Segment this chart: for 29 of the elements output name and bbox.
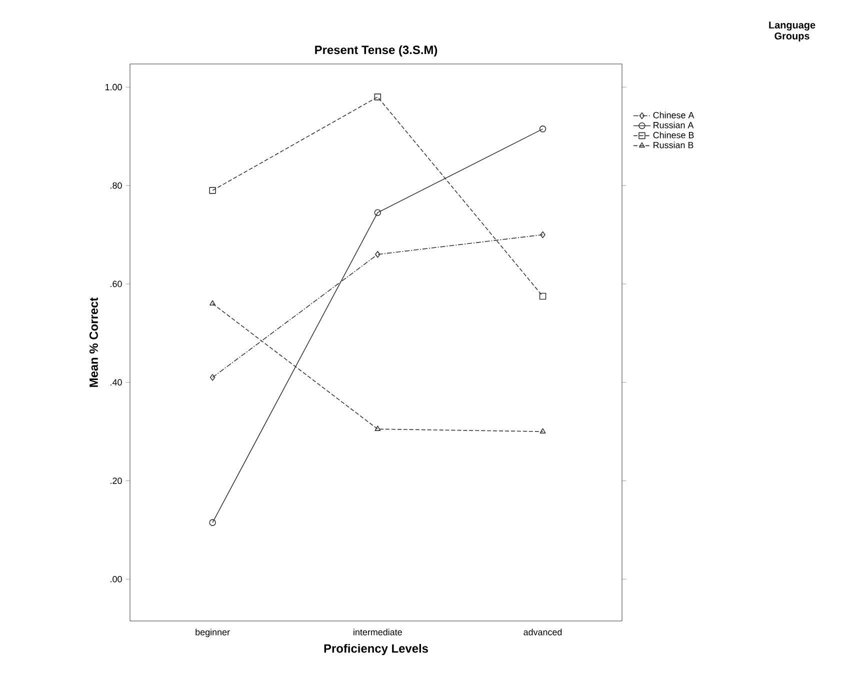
legend-label: Chinese A xyxy=(653,112,694,118)
legend-label: Chinese B xyxy=(653,132,694,138)
point xyxy=(540,428,546,434)
point xyxy=(374,426,381,431)
point xyxy=(374,94,382,100)
y-tick-label: .00 xyxy=(110,576,122,582)
legend-label: Russian A xyxy=(654,122,694,128)
x-axis-title: Proficiency Levels xyxy=(324,644,428,656)
x-tick-label: intermediate xyxy=(354,628,402,636)
point xyxy=(210,300,216,306)
legend-title: Language Groups xyxy=(769,22,816,42)
point xyxy=(375,251,380,258)
y-axis-title: Mean % Correct xyxy=(89,297,98,387)
point xyxy=(209,519,216,526)
point xyxy=(539,292,546,300)
x-tick-label: advanced xyxy=(524,628,562,636)
point xyxy=(209,187,216,194)
point xyxy=(210,374,216,381)
point xyxy=(539,126,546,132)
x-tick-label: beginner xyxy=(196,628,230,638)
y-tick-label: 1.00 xyxy=(105,84,122,90)
point xyxy=(374,209,382,216)
point xyxy=(540,231,546,238)
y-tick-label: .80 xyxy=(110,182,122,189)
chart-title: Present Tense (3.S.M) xyxy=(315,45,438,56)
y-tick-label: .40 xyxy=(110,379,122,386)
y-tick-label: .60 xyxy=(110,280,122,288)
legend-label: Russian B xyxy=(654,142,694,148)
y-tick-label: .20 xyxy=(110,478,122,484)
